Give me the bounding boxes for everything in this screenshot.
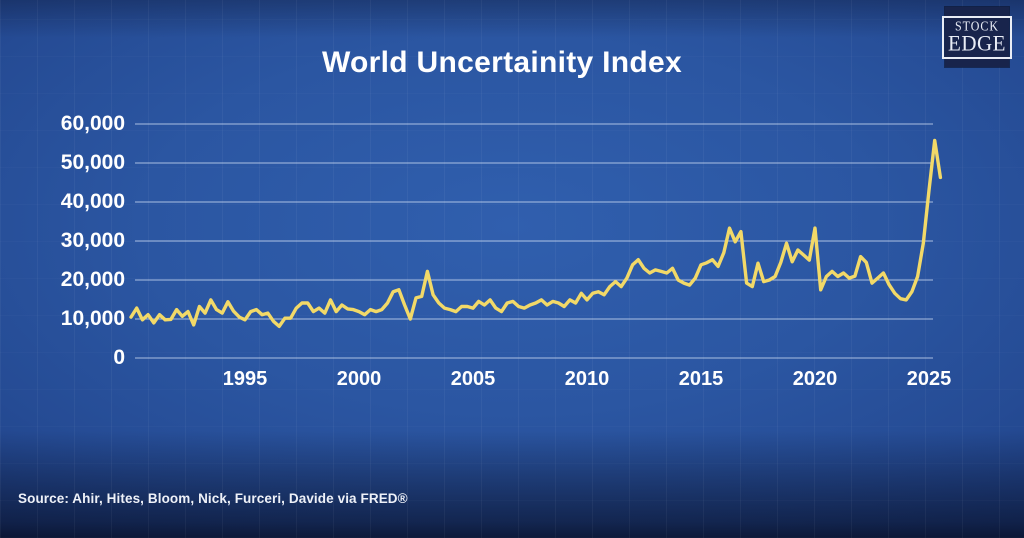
stockedge-logo-frame: STOCK EDGE <box>942 15 1012 59</box>
y-tick-label: 30,000 <box>60 229 125 252</box>
x-tick-label: 2005 <box>450 368 496 390</box>
stockedge-logo-text-edge: EDGE <box>948 29 1006 56</box>
y-tick-label: 40,000 <box>60 190 125 213</box>
wui-series-line <box>129 138 943 329</box>
x-tick-label: 2020 <box>792 368 838 390</box>
x-tick-label: 2015 <box>678 368 724 390</box>
source-attribution: Source: Ahir, Hites, Bloom, Nick, Furcer… <box>18 491 408 506</box>
x-tick-label: 2000 <box>336 368 382 390</box>
y-tick-label: 60,000 <box>60 112 125 135</box>
page-title: World Uncertainity Index <box>321 46 683 79</box>
y-tick-label: 20,000 <box>60 268 125 291</box>
x-tick-label: 2025 <box>906 368 952 390</box>
y-tick-label: 10,000 <box>60 307 125 330</box>
y-tick-label: 50,000 <box>60 151 125 174</box>
x-tick-label: 2010 <box>564 368 610 390</box>
y-tick-label: 0 <box>113 346 125 369</box>
stockedge-logo: STOCK EDGE <box>942 7 1012 67</box>
x-tick-label: 1995 <box>222 368 268 390</box>
stockedge-logo-text-stock: STOCK <box>954 17 1000 34</box>
